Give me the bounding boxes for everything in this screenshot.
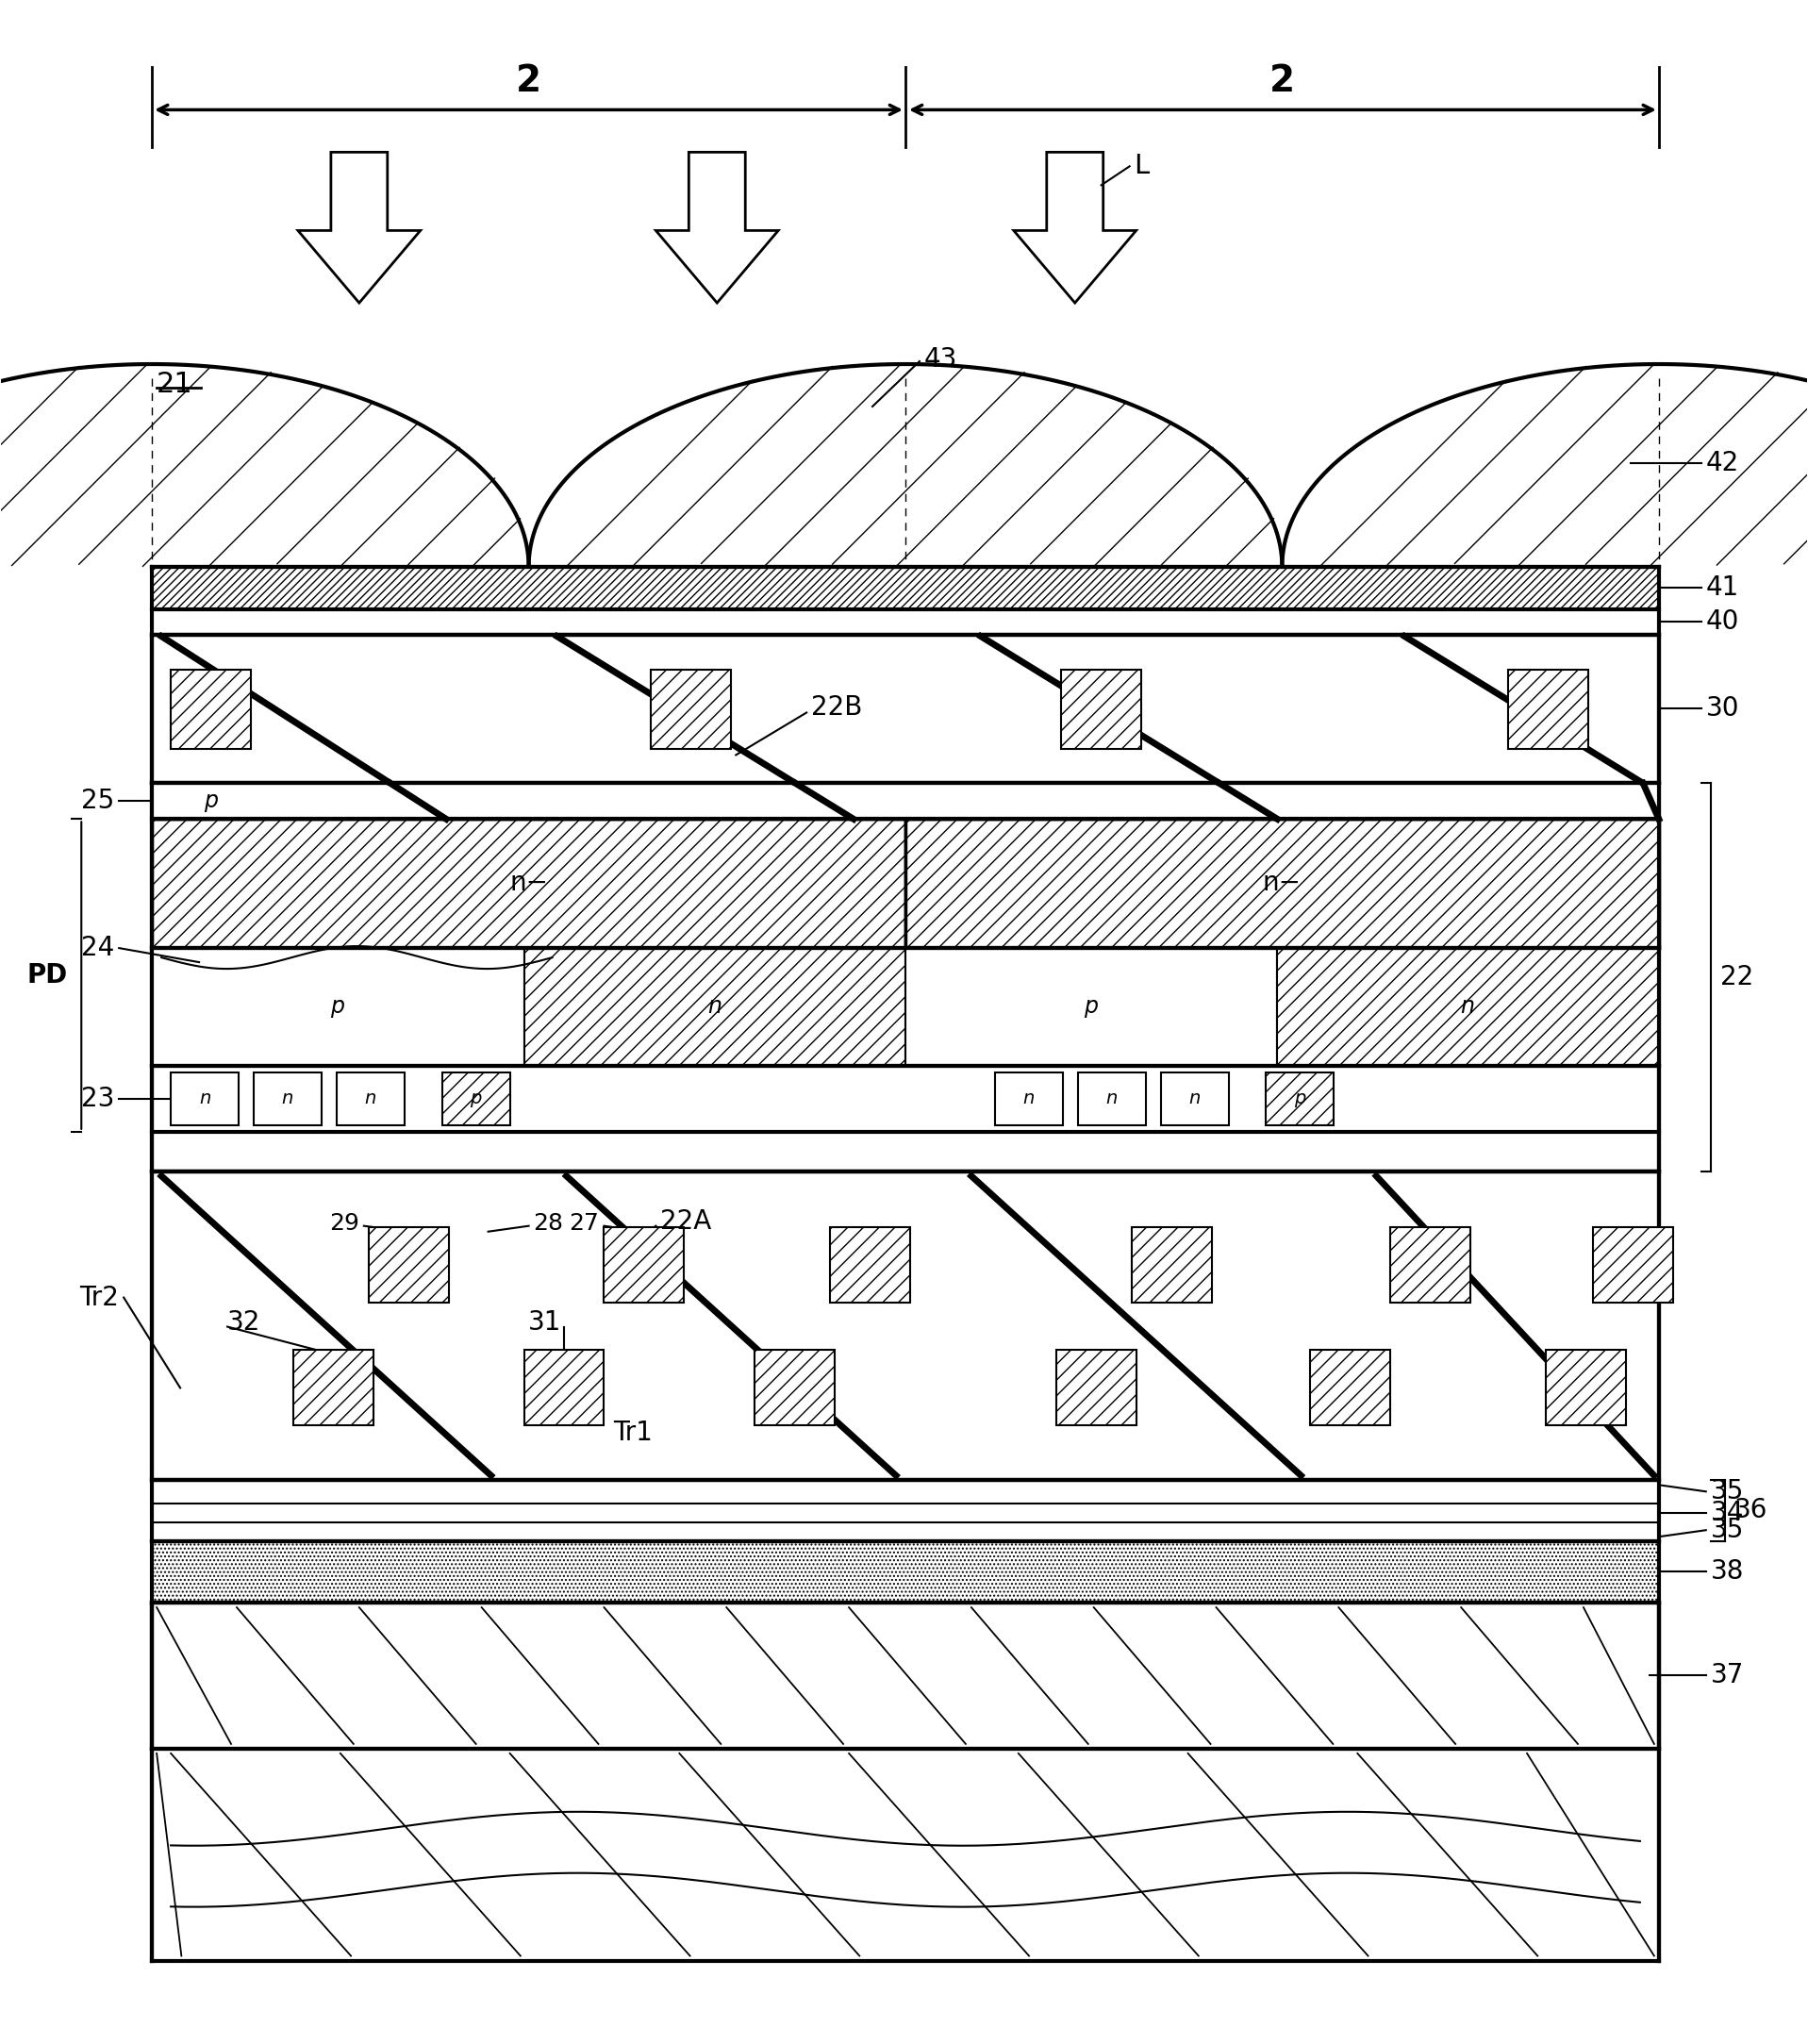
Text: 43: 43 <box>924 345 958 372</box>
Text: 28: 28 <box>533 1212 564 1235</box>
Bar <box>1078 1073 1146 1124</box>
Bar <box>1061 668 1141 750</box>
Text: 42: 42 <box>1707 450 1739 476</box>
Bar <box>1278 948 1658 1065</box>
Bar <box>152 948 524 1065</box>
Bar <box>1161 1073 1228 1124</box>
Text: p: p <box>470 1089 481 1108</box>
Bar <box>170 668 251 750</box>
Bar <box>152 566 1658 609</box>
Text: 25: 25 <box>81 787 114 814</box>
Bar <box>152 609 1658 634</box>
Bar <box>1266 1073 1334 1124</box>
Bar <box>152 820 906 948</box>
Text: 21: 21 <box>157 370 193 399</box>
Bar <box>1311 1351 1390 1425</box>
Text: 29: 29 <box>329 1212 360 1235</box>
Bar <box>830 1226 909 1302</box>
Text: 34: 34 <box>1710 1500 1745 1527</box>
Bar <box>293 1351 372 1425</box>
Text: n: n <box>1188 1089 1201 1108</box>
Text: 22: 22 <box>1719 965 1754 991</box>
Text: 2: 2 <box>1269 63 1295 100</box>
Bar <box>651 668 730 750</box>
Polygon shape <box>656 151 777 303</box>
Text: 27: 27 <box>570 1212 598 1235</box>
Polygon shape <box>1014 151 1135 303</box>
Bar <box>152 783 1658 1171</box>
Text: p: p <box>1083 995 1097 1018</box>
Text: n−: n− <box>1262 871 1302 895</box>
Bar <box>152 783 1658 820</box>
Bar <box>994 1073 1063 1124</box>
Bar <box>152 634 1658 783</box>
Bar <box>1056 1351 1135 1425</box>
Text: n: n <box>1023 1089 1034 1108</box>
Text: n: n <box>365 1089 376 1108</box>
Text: PD: PD <box>27 963 67 989</box>
Bar <box>152 1541 1658 1602</box>
Bar <box>1508 668 1587 750</box>
Bar <box>906 948 1278 1065</box>
Bar <box>754 1351 835 1425</box>
Text: 31: 31 <box>528 1308 562 1335</box>
Text: 2: 2 <box>515 63 541 100</box>
Text: 40: 40 <box>1707 607 1739 634</box>
Text: Tr1: Tr1 <box>613 1421 653 1447</box>
Bar <box>604 1226 683 1302</box>
Text: 41: 41 <box>1707 574 1739 601</box>
Text: p: p <box>204 789 219 811</box>
Text: p: p <box>331 995 345 1018</box>
Bar <box>906 820 1658 948</box>
Text: 22A: 22A <box>660 1208 712 1235</box>
Text: n: n <box>1461 995 1475 1018</box>
Bar <box>1546 1351 1625 1425</box>
Bar <box>152 1602 1658 1750</box>
Text: 30: 30 <box>1707 695 1739 722</box>
Polygon shape <box>298 151 421 303</box>
Text: 35: 35 <box>1710 1517 1745 1543</box>
Bar <box>152 1171 1658 1480</box>
Bar <box>524 948 906 1065</box>
Bar <box>443 1073 510 1124</box>
Bar <box>1132 1226 1211 1302</box>
Text: n: n <box>1106 1089 1117 1108</box>
Bar <box>369 1226 448 1302</box>
Text: 23: 23 <box>81 1085 114 1112</box>
Bar <box>336 1073 405 1124</box>
Text: 36: 36 <box>1734 1496 1768 1523</box>
Text: 22B: 22B <box>812 695 862 722</box>
Text: n−: n− <box>510 871 548 895</box>
Text: Tr2: Tr2 <box>80 1284 119 1310</box>
Text: n: n <box>282 1089 293 1108</box>
Bar <box>253 1073 322 1124</box>
Bar <box>1593 1226 1672 1302</box>
Bar <box>1390 1226 1470 1302</box>
Text: 37: 37 <box>1710 1662 1745 1688</box>
Text: 32: 32 <box>228 1308 260 1335</box>
Text: 38: 38 <box>1710 1558 1745 1584</box>
Bar <box>170 1073 239 1124</box>
Text: p: p <box>1295 1089 1305 1108</box>
Text: 24: 24 <box>81 934 114 961</box>
Bar <box>524 1351 604 1425</box>
Text: n: n <box>199 1089 210 1108</box>
Text: 35: 35 <box>1710 1478 1745 1504</box>
Text: L: L <box>1134 153 1148 180</box>
Text: n: n <box>707 995 721 1018</box>
